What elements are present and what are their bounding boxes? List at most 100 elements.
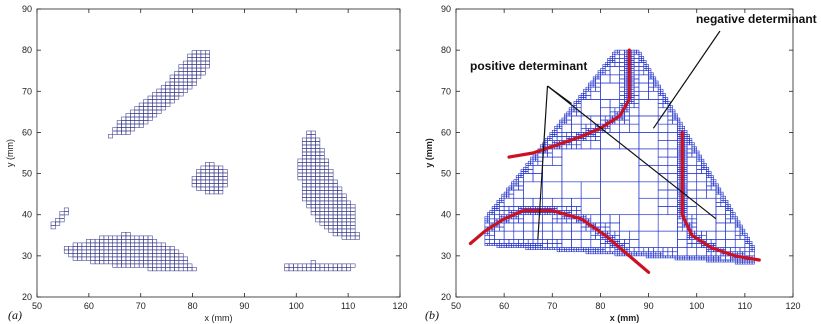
mesh-cell (706, 257, 710, 261)
panel-b-label: (b) (425, 308, 439, 322)
mesh-cell (691, 222, 698, 228)
mesh-cell (77, 249, 83, 254)
mesh-cell (706, 167, 710, 170)
mesh-cell (600, 239, 606, 244)
mesh-cell (116, 123, 122, 128)
mesh-cell (350, 204, 356, 209)
mesh-cell (571, 140, 577, 146)
mesh-cell (63, 249, 69, 254)
mesh-cell (55, 221, 61, 226)
mesh-cell (156, 88, 162, 93)
mesh-cell (686, 142, 690, 146)
mesh-cell (667, 156, 678, 166)
mesh-cell (72, 253, 78, 258)
mesh-cell (744, 241, 748, 244)
mesh-cell (341, 221, 347, 226)
mesh-cell (152, 246, 158, 251)
mesh-cell (749, 261, 753, 265)
mesh-cell (638, 51, 642, 55)
mesh-cell (337, 228, 343, 233)
mesh-cell (653, 255, 657, 259)
mesh-cell (650, 253, 654, 257)
mesh-cell (585, 90, 592, 96)
mesh-cell (744, 234, 748, 238)
x-tick-label: 120 (785, 301, 800, 311)
mesh-cell (677, 121, 681, 125)
mesh-cell (125, 130, 131, 135)
mesh-cell (147, 109, 153, 114)
mesh-cell (310, 158, 316, 163)
mesh-cell (643, 247, 649, 253)
mesh-cell (696, 156, 700, 160)
mesh-cell (638, 58, 642, 61)
mesh-cell (511, 187, 515, 191)
mesh-cell (568, 142, 572, 146)
mesh-cell (121, 239, 127, 244)
mesh-cell (310, 211, 316, 216)
mesh-cell (306, 141, 312, 146)
mesh-cell (196, 67, 202, 72)
mesh-cell (677, 130, 681, 133)
mesh-cell (297, 172, 303, 177)
mesh-cell (715, 251, 722, 257)
mesh-cell (174, 263, 180, 268)
mesh-cell (315, 190, 321, 195)
mesh-cell (205, 169, 210, 174)
mesh-cell (556, 136, 563, 141)
mesh-cell (130, 246, 136, 251)
mesh-cell (604, 115, 611, 121)
mesh-cell (205, 186, 210, 191)
mesh-cell (677, 119, 681, 123)
mesh-cell (679, 257, 683, 261)
mesh-cell (324, 172, 329, 177)
mesh-cell (328, 207, 334, 212)
mesh-cell (645, 253, 649, 257)
mesh-cell (174, 249, 180, 254)
mesh-cell (513, 222, 524, 232)
mesh-cell (116, 256, 122, 261)
mesh-cell (182, 85, 188, 90)
mesh-cell (604, 62, 608, 65)
mesh-cell (734, 261, 738, 265)
x-tick-label: 60 (84, 301, 94, 311)
mesh-cell (624, 97, 628, 100)
mesh-cell (520, 169, 524, 172)
mesh-cell (674, 257, 678, 261)
mesh-cell (684, 154, 688, 158)
mesh-cell (732, 212, 736, 216)
mesh-cell (727, 206, 731, 209)
mesh-cell (85, 256, 91, 261)
x-tick-label: 90 (239, 301, 249, 311)
mesh-cell (319, 204, 325, 209)
mesh-cell (624, 95, 628, 98)
mesh-cell (515, 243, 519, 246)
mesh-cell (672, 247, 678, 253)
mesh-cell (576, 249, 580, 253)
mesh-cell (725, 230, 736, 240)
mesh-cell (696, 152, 700, 156)
mesh-cell (125, 113, 131, 118)
mesh-cell (626, 107, 630, 111)
mesh-cell (568, 247, 572, 250)
mesh-cell (332, 218, 338, 223)
mesh-cell (744, 259, 748, 263)
mesh-cell (631, 49, 635, 53)
mesh-cell (744, 232, 748, 236)
mesh-cell (686, 232, 690, 236)
mesh-cell (182, 64, 188, 69)
mesh-cell (125, 232, 131, 237)
mesh-cell (77, 256, 83, 261)
mesh-cell (138, 109, 144, 114)
mesh-cell (631, 88, 635, 92)
mesh-cell (81, 249, 87, 254)
mesh-cell (513, 189, 524, 199)
mesh-cell (696, 243, 702, 248)
mesh-cell (674, 113, 678, 117)
mesh-cell (324, 162, 329, 167)
mesh-cell (708, 257, 712, 261)
mesh-cell (638, 251, 642, 255)
red-curve-1 (680, 130, 761, 262)
mesh-cell (178, 64, 184, 69)
mesh-cell (684, 167, 688, 170)
